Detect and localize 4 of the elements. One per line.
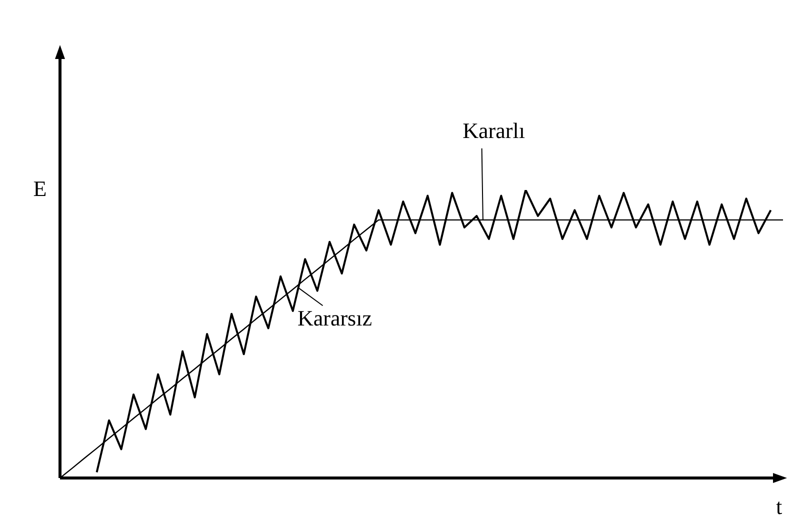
text: Kararlı (462, 118, 525, 144)
x-axis-title: t (776, 494, 782, 519)
annotation: Kararsız (297, 305, 372, 330)
y-axis-title: E (33, 176, 47, 201)
